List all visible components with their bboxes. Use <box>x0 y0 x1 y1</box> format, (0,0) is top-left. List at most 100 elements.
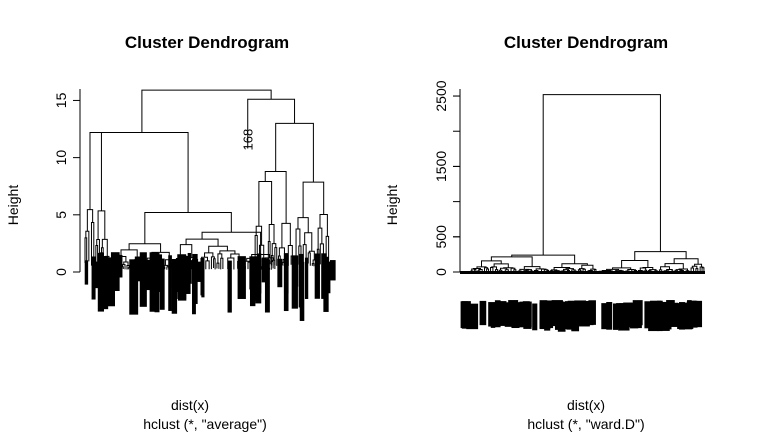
tree-link <box>275 122 314 183</box>
leaf-label-mass <box>551 300 563 327</box>
leaf-label-mass <box>196 261 203 282</box>
leaf-label-mass <box>283 255 289 294</box>
leaf-label-mass <box>585 300 594 326</box>
tree-link <box>95 245 99 267</box>
tree-link <box>185 238 219 247</box>
tree-link <box>258 181 273 227</box>
panel-title: Cluster Dendrogram <box>504 33 668 52</box>
leaf-label-mass <box>671 302 679 327</box>
tree-link <box>216 262 220 269</box>
leaf-label-mass <box>329 260 336 281</box>
leaf-label-mass <box>201 258 205 298</box>
tree-link <box>500 267 508 271</box>
tree-link <box>678 268 688 271</box>
leaf-label-mass <box>129 259 139 315</box>
tree-link <box>490 256 533 267</box>
leaf-label-mass <box>314 253 320 299</box>
leaf-label-mass <box>539 303 545 330</box>
leaf-label-mass <box>134 256 142 282</box>
leaf-label-mass <box>264 259 270 313</box>
leaf-label-mass <box>630 303 642 329</box>
tree-link <box>519 268 530 271</box>
leaf-label-mass <box>519 301 528 328</box>
leaf-label-mass <box>648 303 659 332</box>
tree-link <box>95 131 189 213</box>
tree-link <box>128 243 162 253</box>
tree-link <box>642 266 654 270</box>
tree-link <box>319 214 328 237</box>
leaf-label-mass <box>499 301 507 326</box>
tree-link <box>563 268 569 271</box>
tree-link <box>571 269 576 272</box>
leaf-label-mass <box>544 302 551 331</box>
tree-link <box>561 263 588 268</box>
leaf-label-mass <box>171 260 178 288</box>
leaf-label-mass <box>660 301 672 330</box>
tree-link <box>281 222 291 248</box>
leaf-label-168: 168 <box>241 129 256 151</box>
leaf-label-mass <box>677 303 685 329</box>
leaf-label-mass <box>237 256 246 299</box>
leaf-label-mass <box>187 252 192 284</box>
y-tick-label: 0 <box>53 268 69 276</box>
leaf-label-mass <box>619 303 627 329</box>
tree-link <box>511 254 576 264</box>
tree-link <box>612 267 632 270</box>
leaf-label-mass <box>323 256 329 312</box>
tree-link <box>254 234 258 266</box>
tree-link <box>297 217 309 233</box>
tree-link <box>274 247 278 266</box>
x-axis-label: dist(x) <box>567 397 605 413</box>
tree-links <box>470 94 705 273</box>
tree-link <box>491 266 498 270</box>
leaf-label-mass <box>532 303 538 331</box>
tree-link <box>503 267 514 269</box>
leaf-label-mass <box>118 254 123 278</box>
tree-link <box>493 263 509 268</box>
y-tick-label: 5 <box>53 211 69 219</box>
leaf-label-mass <box>601 303 611 330</box>
tree-link <box>484 267 489 272</box>
y-tick-label: 10 <box>53 150 69 166</box>
leaf-labels: 168 <box>84 129 336 321</box>
leaf-label-mass <box>93 261 99 289</box>
tree-link <box>97 210 106 240</box>
tree-link <box>627 268 635 272</box>
y-tick-label: 1500 <box>433 151 449 182</box>
leaf-label-mass <box>466 303 479 330</box>
tree-link <box>490 267 494 272</box>
tree-link <box>281 261 285 266</box>
panel-title: Cluster Dendrogram <box>125 33 289 52</box>
tree-link <box>675 269 683 271</box>
leaf-label-mass <box>102 256 109 310</box>
tree-link <box>89 131 102 211</box>
leaf-label-mass <box>179 255 189 281</box>
leaf-label-mass <box>511 302 516 329</box>
leaf-label-mass <box>249 256 259 290</box>
tree-link <box>582 268 586 272</box>
leaf-label-mass <box>606 302 613 330</box>
leaf-label-mass <box>657 300 663 327</box>
tree-link <box>590 268 596 271</box>
tree-links <box>84 89 330 270</box>
tree-link <box>179 244 193 259</box>
leaf-label-mass <box>110 252 120 291</box>
leaf-label-mass <box>227 260 232 313</box>
leaf-label-mass <box>153 254 163 292</box>
leaf-label-mass <box>291 255 298 309</box>
leaf-label-mass <box>168 255 172 311</box>
y-tick-label: 0 <box>433 268 449 276</box>
leaf-label-mass <box>504 302 512 327</box>
tree-link <box>541 268 547 272</box>
tree-link <box>523 270 529 272</box>
leaf-label-mass <box>145 259 153 291</box>
tree-link <box>84 237 88 268</box>
leaf-label-mass <box>494 300 501 328</box>
leaf-label-mass <box>687 301 698 328</box>
leaf-label-mass <box>139 252 147 307</box>
y-axis-label: Height <box>5 185 21 226</box>
tree-link <box>478 268 483 272</box>
tree-link <box>267 240 271 265</box>
tree-link <box>311 263 315 267</box>
